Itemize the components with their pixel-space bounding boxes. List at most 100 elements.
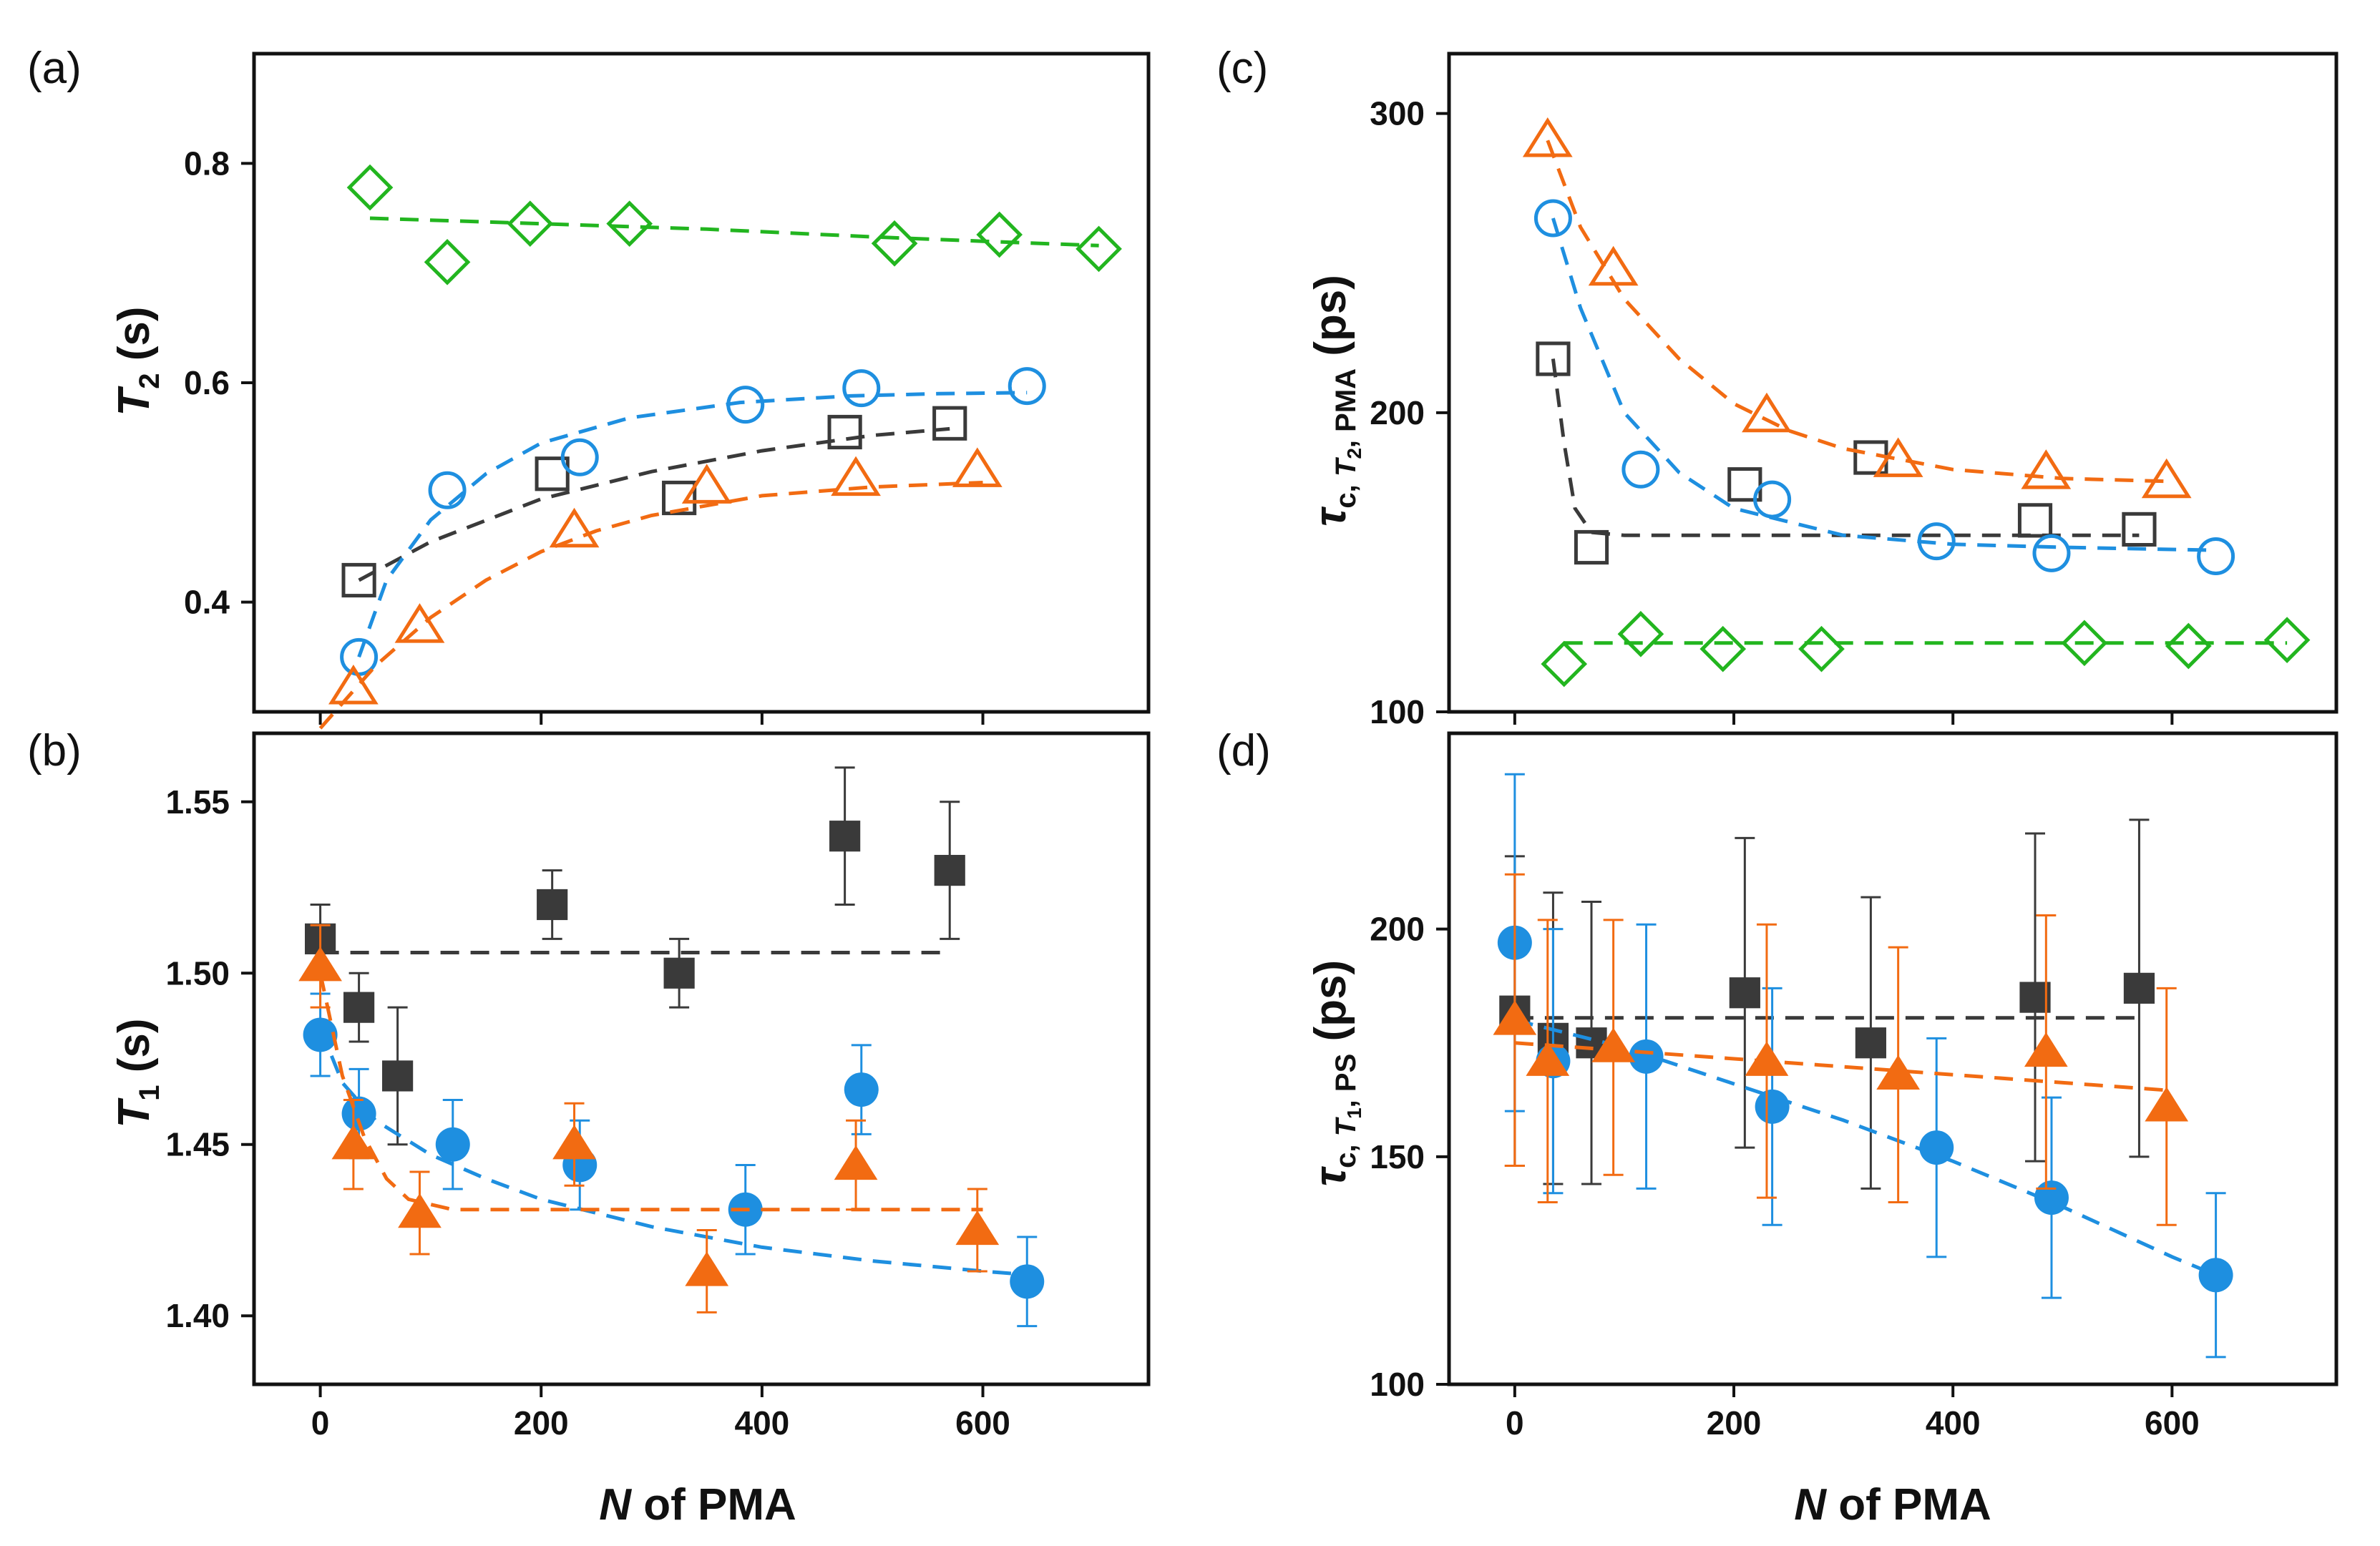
point-c-green-6 — [2263, 617, 2311, 663]
point-a-blue-4 — [842, 369, 881, 408]
fit-line-d-orange — [1514, 1041, 2172, 1092]
ylabel-b-sub: 1 — [134, 1085, 165, 1100]
point-c-orange-2 — [1742, 392, 1792, 433]
ylabel-c-unit: (ps) — [1306, 275, 1355, 368]
point-c-orange-3 — [1873, 437, 1923, 477]
ytick-label-d-2: 200 — [1370, 911, 1425, 948]
point-d-black-3 — [1729, 977, 1760, 1009]
panel-d-tau-t1: 0 200 400 600 100 150 200 — [1370, 731, 2338, 1442]
ytick-label-a-0: 0.4 — [184, 584, 230, 621]
point-c-blue-3 — [1917, 522, 1956, 561]
point-d-black-4 — [1855, 1027, 1886, 1059]
panel-a-t2: 0.4 0.6 0.8 — [184, 52, 1151, 730]
point-c-green-0 — [1541, 640, 1588, 688]
ytick-label-c-1: 200 — [1370, 394, 1425, 431]
fit-line-a-orange — [318, 481, 983, 730]
ylabel-d-sub-t1: 1 — [1343, 1107, 1365, 1119]
point-c-black-2 — [1727, 467, 1762, 502]
ylabel-a-sub: 2 — [134, 373, 165, 388]
point-d-blue-5 — [2034, 1180, 2069, 1215]
point-a-black-0 — [341, 562, 376, 598]
point-c-orange-4 — [2021, 449, 2072, 489]
point-c-orange-5 — [2141, 458, 2192, 499]
fit-line-c-blue — [1551, 217, 2216, 552]
point-d-blue-2 — [1629, 1039, 1664, 1074]
point-a-black-4 — [932, 406, 967, 441]
point-d-black-6 — [2123, 972, 2155, 1004]
fit-line-a-blue — [357, 391, 1028, 658]
point-b-black-2 — [382, 1060, 414, 1092]
ylabel-b-unit: (s) — [109, 1018, 159, 1085]
fit-line-b-orange — [318, 972, 983, 1212]
panel-letter-b: (b) — [27, 726, 82, 776]
point-a-blue-1 — [428, 471, 467, 509]
ylabel-c-sub-rest: , PMA — [1330, 368, 1362, 448]
point-b-black-6 — [934, 854, 965, 886]
point-d-blue-3 — [1755, 1089, 1790, 1124]
point-a-green-3 — [606, 200, 653, 248]
xlabel-right-n: N — [1794, 1480, 1827, 1530]
ylabel-b: T1 (s) — [109, 1018, 165, 1127]
xtick-label-b-0: 0 — [311, 1404, 330, 1442]
point-a-orange-3 — [681, 464, 732, 504]
xlabel-left: N of PMA — [599, 1480, 796, 1530]
ytick-label-d-1: 150 — [1370, 1138, 1425, 1175]
point-a-black-3 — [827, 414, 862, 450]
ytick-label-d-0: 100 — [1370, 1366, 1425, 1403]
point-c-green-5 — [2165, 622, 2212, 670]
point-d-orange-6 — [2145, 1087, 2189, 1122]
point-c-blue-1 — [1621, 450, 1660, 489]
point-a-green-6 — [1076, 225, 1122, 273]
point-b-orange-4 — [685, 1251, 729, 1286]
ylabel-d-sub-rest: , PS — [1330, 1054, 1362, 1108]
ylabel-a-main: T — [109, 386, 159, 416]
point-a-green-1 — [424, 238, 471, 285]
point-b-blue-2 — [435, 1127, 470, 1162]
point-a-blue-5 — [1008, 367, 1046, 406]
point-c-blue-2 — [1753, 480, 1792, 519]
point-b-orange-1 — [331, 1125, 376, 1160]
fit-line-a-green — [369, 216, 1099, 248]
xlabel-right: N of PMA — [1794, 1480, 1991, 1530]
point-b-black-3 — [537, 889, 568, 921]
point-b-black-1 — [343, 992, 375, 1023]
ylabel-d-tau: τ — [1306, 1166, 1355, 1186]
point-a-green-2 — [507, 200, 554, 248]
point-a-black-1 — [535, 456, 570, 491]
point-b-orange-6 — [955, 1210, 1000, 1246]
point-c-green-3 — [1798, 625, 1845, 672]
point-b-blue-6 — [1010, 1264, 1045, 1299]
ylabel-c-sub-t: T — [1330, 456, 1362, 476]
point-a-orange-0 — [328, 664, 379, 705]
point-b-black-5 — [829, 821, 861, 852]
point-b-orange-2 — [398, 1193, 442, 1228]
frame-c — [1447, 52, 2338, 714]
point-c-blue-4 — [2032, 534, 2071, 572]
panel-letter-c: (c) — [1216, 44, 1268, 93]
point-a-black-2 — [662, 480, 697, 516]
xtick-label-d-0: 0 — [1506, 1404, 1524, 1442]
ytick-label-b-2: 1.50 — [165, 954, 230, 992]
point-c-blue-0 — [1533, 199, 1572, 238]
fit-line-a-black — [358, 426, 950, 582]
point-a-green-0 — [346, 164, 394, 211]
point-b-orange-5 — [834, 1145, 878, 1180]
ylabel-c-sub-t2: 2 — [1343, 448, 1365, 459]
point-d-orange-1 — [1526, 1041, 1570, 1076]
point-c-green-2 — [1699, 625, 1747, 672]
panel-letter-a: (a) — [27, 44, 82, 93]
ylabel-b-main: T — [109, 1097, 159, 1128]
point-b-blue-1 — [341, 1096, 376, 1131]
point-a-blue-3 — [726, 386, 765, 424]
xlabel-left-rest: of PMA — [631, 1480, 796, 1530]
xlabel-left-n: N — [599, 1480, 632, 1530]
point-c-black-0 — [1536, 341, 1571, 376]
point-a-orange-1 — [394, 603, 445, 643]
ylabel-c-sub-c: c, — [1330, 476, 1362, 508]
point-b-orange-0 — [298, 946, 342, 982]
point-c-black-5 — [2122, 512, 2157, 547]
ytick-label-a-1: 0.6 — [184, 364, 230, 401]
point-a-blue-2 — [560, 438, 599, 476]
point-d-orange-5 — [2024, 1032, 2068, 1067]
